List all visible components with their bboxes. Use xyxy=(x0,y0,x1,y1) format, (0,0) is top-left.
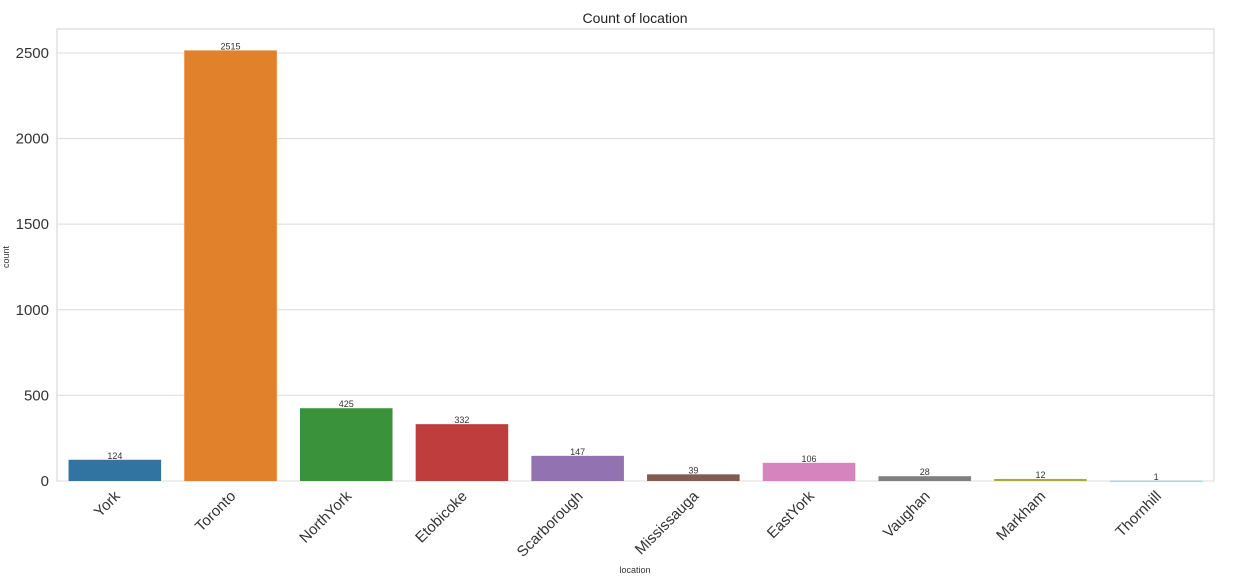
x-tick-label: Mississauga xyxy=(632,487,703,558)
x-tick-label: NorthYork xyxy=(296,487,355,546)
y-tick-label: 2500 xyxy=(16,45,49,62)
x-tick-label: Markham xyxy=(993,488,1049,544)
bar xyxy=(878,476,972,481)
bar xyxy=(647,474,740,481)
y-tick-label: 500 xyxy=(24,387,49,404)
bar-value-label: 106 xyxy=(802,454,817,464)
bar-value-label: 332 xyxy=(454,415,469,425)
x-tick-label: Etobicoke xyxy=(412,488,471,547)
x-axis-ticks: York Toronto NorthYork Etobicoke Scarborough… xyxy=(91,487,1165,560)
bar-value-label: 124 xyxy=(107,451,122,461)
bar-value-label: 12 xyxy=(1035,470,1045,480)
bar-value-label: 1 xyxy=(1154,472,1159,482)
x-tick-label: Thornhill xyxy=(1112,488,1165,541)
x-tick-label: Vaughan xyxy=(880,488,934,542)
y-tick-label: 0 xyxy=(41,473,49,490)
bar-value-label: 39 xyxy=(688,465,698,475)
bar xyxy=(299,408,393,481)
data-labels: 124 2515 425 332 147 39 106 28 12 1 xyxy=(107,41,1158,481)
bar-value-label: 425 xyxy=(339,399,354,409)
bar-value-label: 147 xyxy=(570,447,585,457)
y-axis-title: count xyxy=(1,245,11,268)
bars xyxy=(68,50,1203,482)
x-tick-label: EastYork xyxy=(764,487,818,541)
y-tick-label: 2000 xyxy=(16,131,49,148)
bar xyxy=(762,462,856,481)
bar xyxy=(994,478,1087,481)
x-tick-label: Toronto xyxy=(192,488,239,535)
bar xyxy=(531,455,624,481)
chart-title: Count of location xyxy=(582,10,687,26)
bar xyxy=(1109,480,1203,482)
bar-value-label: 2515 xyxy=(221,41,241,51)
x-axis-title: location xyxy=(619,565,650,575)
y-axis-ticks: 0 500 1000 1500 2000 2500 xyxy=(16,45,49,490)
x-tick-label: York xyxy=(91,487,124,520)
bar xyxy=(68,459,162,481)
x-tick-label: Scarborough xyxy=(514,488,587,561)
bar xyxy=(415,424,509,481)
y-tick-label: 1000 xyxy=(16,302,49,319)
bar xyxy=(184,50,277,481)
y-tick-label: 1500 xyxy=(16,216,49,233)
bar-value-label: 28 xyxy=(920,467,930,477)
